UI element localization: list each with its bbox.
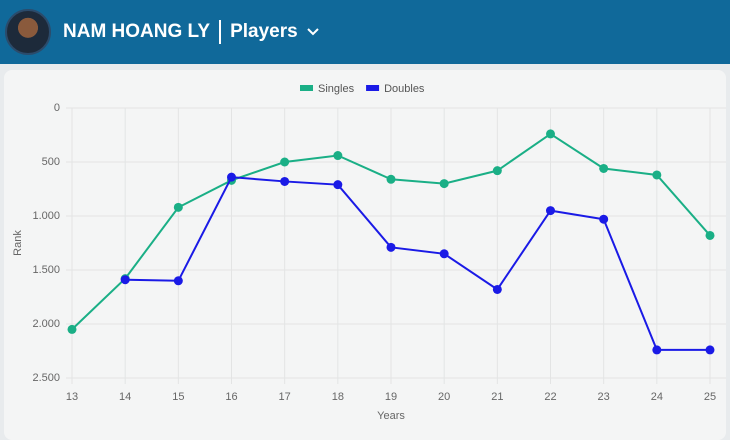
data-point <box>439 249 449 259</box>
data-point <box>386 174 396 184</box>
y-tick-label: 1.500 <box>32 264 60 276</box>
data-point <box>546 129 555 139</box>
avatar[interactable] <box>5 9 51 55</box>
legend-label: Singles <box>318 83 355 95</box>
x-tick-label: 20 <box>438 391 450 403</box>
data-point <box>280 176 290 186</box>
data-point <box>173 202 183 212</box>
data-point <box>652 345 662 355</box>
header: NAM HOANG LY Players <box>0 0 730 64</box>
x-axis-label: Years <box>377 410 405 422</box>
y-tick-label: 1.000 <box>32 210 60 222</box>
x-tick-label: 14 <box>119 391 131 403</box>
data-point <box>67 324 77 334</box>
x-tick-label: 25 <box>704 391 716 403</box>
chevron[interactable] <box>306 27 320 37</box>
legend-label: Doubles <box>384 83 425 95</box>
data-point <box>280 157 290 167</box>
y-tick-label: 2.500 <box>32 372 60 384</box>
y-tick-label: 0 <box>54 102 60 114</box>
x-tick-label: 17 <box>279 391 291 403</box>
player-name: NAM HOANG LY <box>63 21 211 42</box>
data-point <box>439 179 449 189</box>
y-tick-label: 500 <box>42 156 60 168</box>
data-point <box>492 166 502 176</box>
data-point <box>173 276 183 286</box>
data-point <box>492 284 502 294</box>
y-tick-label: 2.000 <box>32 318 60 330</box>
data-point <box>227 172 236 182</box>
data-point <box>333 151 343 161</box>
chart: 0 500 1.000 1.500 2.000 2.500 13 14 15 16 17 18 19 20… <box>12 83 726 422</box>
data-point <box>705 230 715 240</box>
series-line <box>125 176 710 351</box>
x-tick-label: 15 <box>172 391 184 403</box>
x-tick-label: 23 <box>598 391 610 403</box>
x-tick-label: 13 <box>66 391 78 403</box>
legend-swatch <box>366 85 380 91</box>
data-point <box>120 275 130 285</box>
data-point <box>705 345 715 355</box>
data-point <box>652 170 662 180</box>
data-point <box>599 214 609 224</box>
data-point <box>546 206 555 216</box>
section-menu[interactable]: Players <box>230 21 298 42</box>
data-point <box>599 163 609 173</box>
data-point <box>333 180 343 190</box>
legend-swatch <box>300 85 313 91</box>
x-tick-label: 21 <box>491 391 503 403</box>
separator <box>219 20 222 44</box>
x-tick-label: 24 <box>651 391 663 403</box>
data-point <box>386 242 396 252</box>
x-tick-label: 22 <box>544 391 556 403</box>
x-tick-label: 18 <box>332 391 344 403</box>
y-axis-label: Rank <box>12 230 24 256</box>
x-tick-label: 19 <box>385 391 397 403</box>
x-tick-label: 16 <box>225 391 237 403</box>
